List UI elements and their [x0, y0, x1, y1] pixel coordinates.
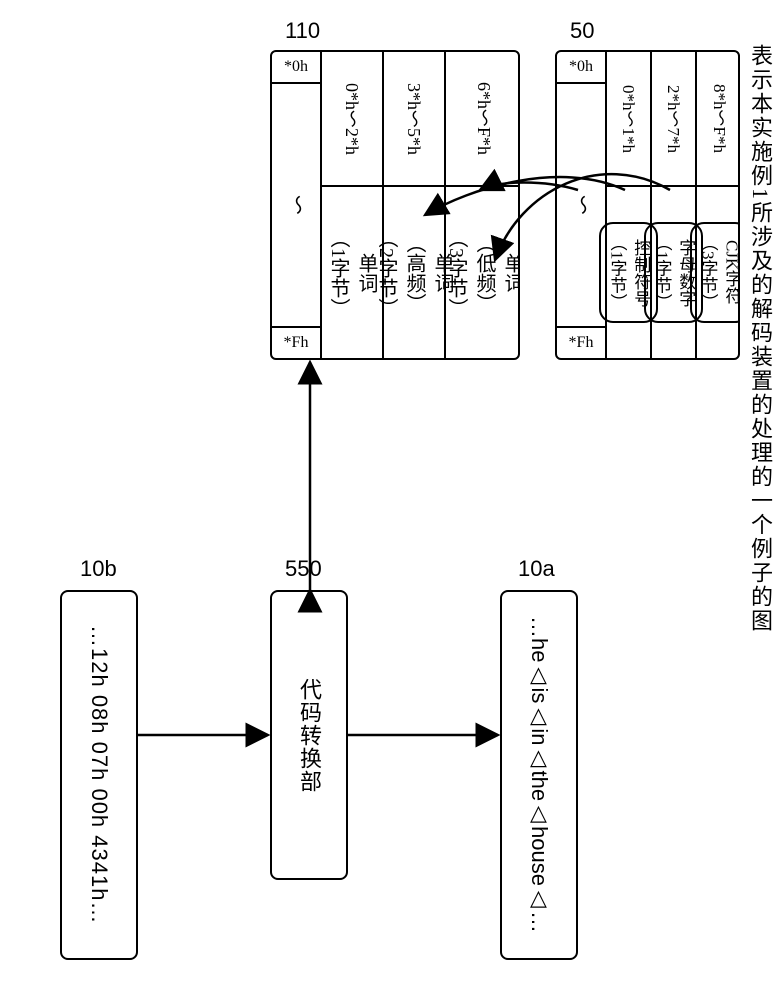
ref-output: 10a — [518, 556, 555, 582]
converter-block: 代码转换部 — [270, 590, 348, 880]
t2-rh-bot: *Fh — [569, 334, 594, 352]
t1-rh-mid: ～ — [282, 195, 310, 215]
t1-rh-top: *0h — [284, 58, 308, 76]
t2-c0-head: 0*h～1*h — [616, 85, 641, 153]
output-text: …he△is△in△the△house△… — [526, 616, 552, 933]
ref-converter: 550 — [285, 556, 322, 582]
ref-input: 10b — [80, 556, 117, 582]
t2-rh-top: *0h — [569, 58, 593, 76]
table-char-codes: *0h ～ *Fh 0*h～1*h 控制符号 （1字节） 2*h～7*h 字母数… — [555, 50, 740, 360]
t2-rh-mid: ～ — [567, 195, 595, 215]
t2-c2-cell: CJK字符 （3字节） — [690, 222, 740, 323]
t1-c2-head: 6*h～F*h — [471, 82, 497, 155]
t2-c2-head: 8*h～F*h — [707, 84, 732, 153]
t1-c1-head: 3*h～5*h — [401, 83, 427, 155]
converter-text: 代码转换部 — [293, 678, 325, 793]
input-block: …12h 08h 07h 00h 4341h… — [60, 590, 138, 960]
output-block: …he△is△in△the△house△… — [500, 590, 578, 960]
t1-rh-bot: *Fh — [284, 334, 309, 352]
t1-c2-cell: 单词 （低频） （3字节） — [442, 228, 520, 318]
ref-table1: 110 — [285, 18, 320, 44]
ref-table2: 50 — [570, 18, 594, 44]
input-text: …12h 08h 07h 00h 4341h… — [86, 625, 112, 924]
t2-c1-head: 2*h～7*h — [661, 85, 686, 153]
t1-c0-head: 0*h～2*h — [339, 83, 365, 155]
figure-caption: 表示本实施例1所涉及的解码装置的处理的一个例子的图 — [744, 44, 776, 633]
table-word-codes: *0h ～ *Fh 0*h～2*h 单词 （1字节） 3*h～5*h 单词 — [270, 50, 520, 360]
